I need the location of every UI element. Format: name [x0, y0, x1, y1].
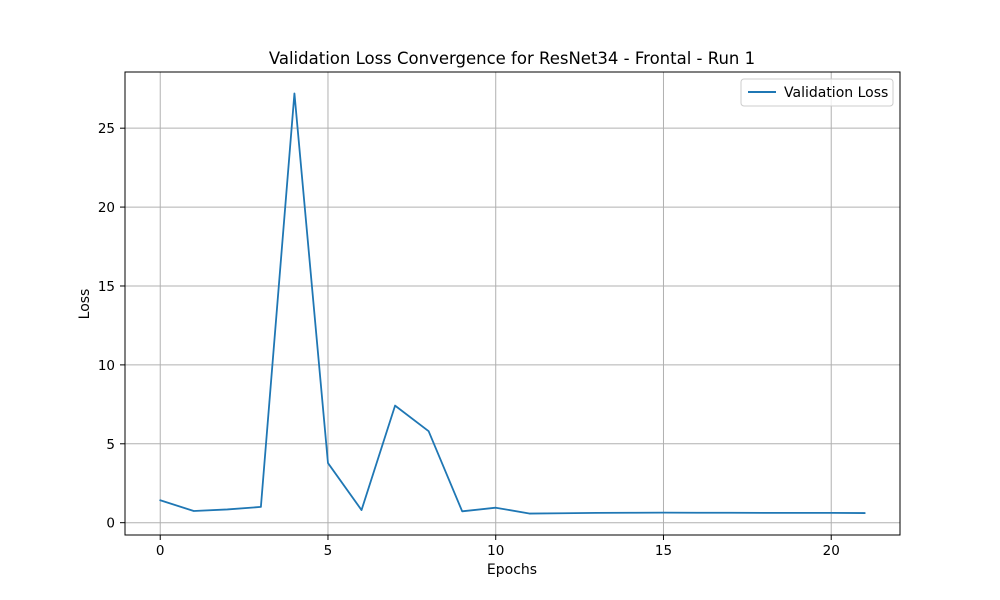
x-tick-label: 10 [487, 543, 504, 559]
data-point [730, 512, 732, 514]
data-point [361, 509, 363, 511]
x-axis-label: Epochs [487, 562, 537, 578]
y-tick-label: 25 [98, 121, 115, 137]
data-point [260, 506, 262, 508]
data-point [159, 499, 161, 501]
series-layer [159, 92, 866, 515]
data-point [226, 508, 228, 510]
y-axis: 0 5 10 15 20 25 [98, 121, 125, 532]
y-tick-label: 5 [106, 437, 115, 453]
data-point [864, 512, 866, 514]
x-tick-label: 5 [324, 543, 333, 559]
x-axis: 0 5 10 15 20 [156, 535, 840, 559]
data-point [461, 510, 463, 512]
data-point [629, 512, 631, 514]
x-tick-label: 20 [823, 543, 840, 559]
data-point [327, 462, 329, 464]
data-point [595, 512, 597, 514]
data-point [763, 512, 765, 514]
y-axis-label: Loss [77, 289, 93, 320]
data-point [562, 512, 564, 514]
data-point [797, 512, 799, 514]
legend-label: Validation Loss [784, 85, 888, 101]
data-point [193, 510, 195, 512]
y-tick-label: 20 [98, 200, 115, 216]
x-tick-label: 15 [655, 543, 672, 559]
plot-frame [124, 71, 901, 536]
data-point [528, 513, 530, 515]
x-tick-label: 0 [156, 543, 165, 559]
series-line-validation-loss [159, 92, 866, 515]
data-point [696, 512, 698, 514]
legend-box [740, 78, 894, 107]
y-tick-label: 10 [98, 358, 115, 374]
data-point [662, 512, 664, 514]
y-tick-label: 15 [98, 279, 115, 295]
legend: Validation Loss [740, 78, 894, 107]
data-point [394, 405, 396, 407]
chart-title: Validation Loss Convergence for ResNet34… [269, 49, 755, 68]
data-point [495, 507, 497, 509]
grid [125, 72, 900, 535]
data-point [830, 512, 832, 514]
data-point [428, 430, 430, 432]
data-point [293, 92, 295, 94]
y-tick-label: 0 [106, 516, 115, 532]
